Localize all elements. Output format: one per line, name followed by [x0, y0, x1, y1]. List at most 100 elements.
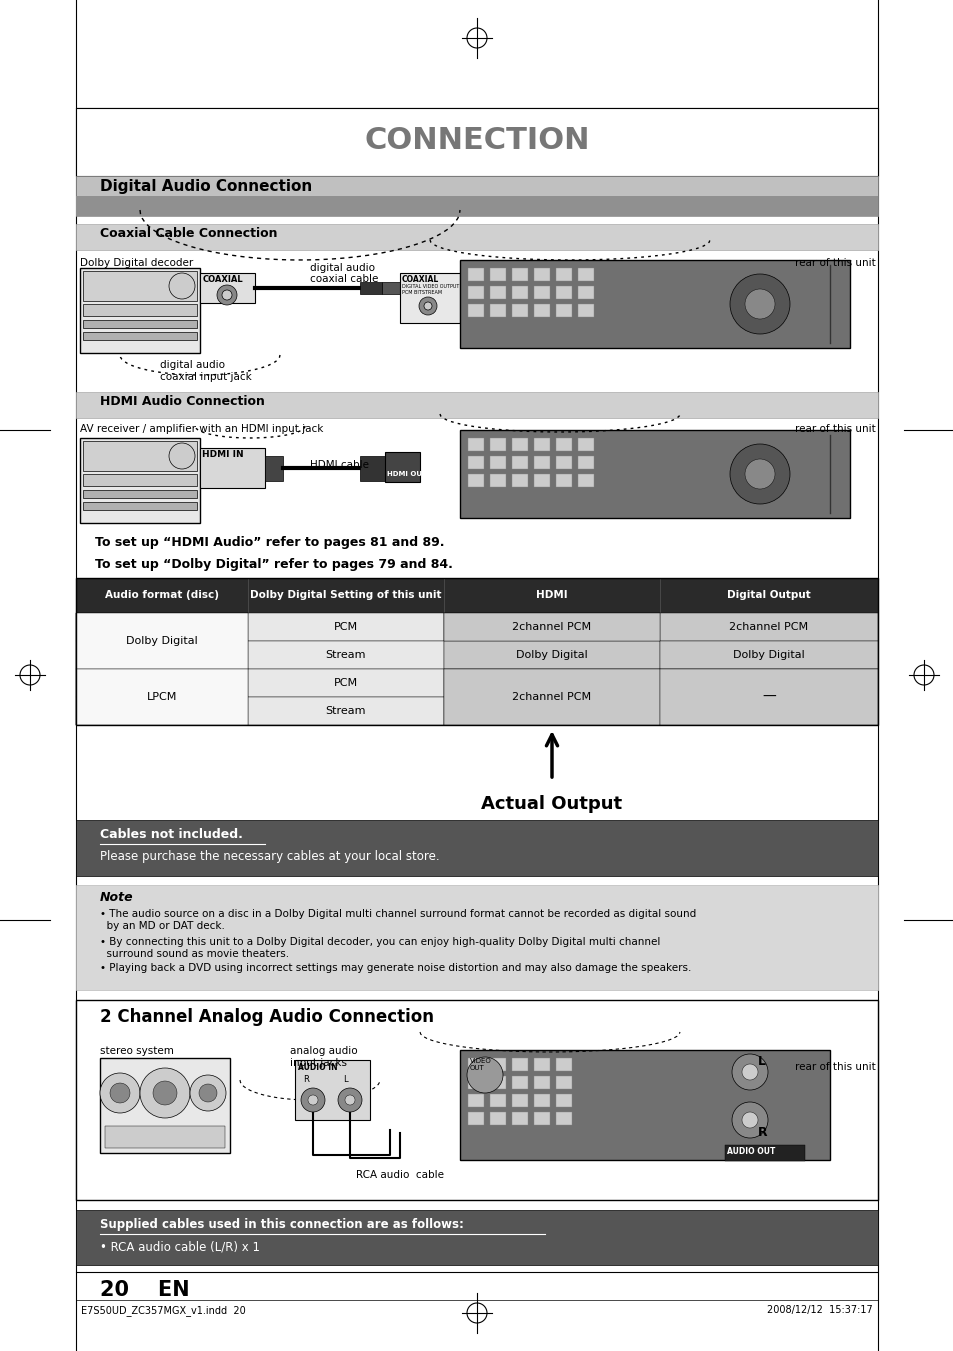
Bar	[490, 457, 505, 469]
Bar	[83, 503, 196, 509]
Text: RCA audio  cable: RCA audio cable	[355, 1170, 443, 1179]
Circle shape	[423, 303, 432, 309]
Bar	[248, 697, 443, 725]
Bar	[578, 474, 594, 486]
Bar	[534, 1094, 550, 1106]
Bar	[468, 286, 483, 299]
Circle shape	[190, 1075, 226, 1111]
Bar	[76, 176, 877, 216]
Text: Cables not included.: Cables not included.	[100, 828, 243, 842]
Text: Note: Note	[100, 892, 133, 904]
Text: HDMI cable: HDMI cable	[310, 459, 369, 470]
Text: R: R	[303, 1075, 309, 1084]
Bar	[468, 1094, 483, 1106]
Bar	[512, 438, 527, 451]
Bar	[578, 438, 594, 451]
Bar	[468, 267, 483, 281]
Bar	[200, 449, 265, 488]
Text: AUDIO IN: AUDIO IN	[297, 1063, 337, 1071]
Bar	[100, 1058, 230, 1152]
Bar	[83, 304, 196, 316]
Bar	[76, 640, 248, 669]
Bar	[578, 267, 594, 281]
Bar	[385, 453, 419, 482]
Bar	[490, 1112, 505, 1125]
Circle shape	[418, 297, 436, 315]
Bar	[534, 438, 550, 451]
Bar	[83, 320, 196, 328]
Text: Audio format (disc): Audio format (disc)	[105, 590, 219, 600]
Bar	[468, 304, 483, 317]
Circle shape	[467, 1056, 502, 1093]
Circle shape	[308, 1096, 317, 1105]
Text: HDMI OUT: HDMI OUT	[387, 471, 427, 477]
Text: CONNECTION: CONNECTION	[364, 126, 589, 155]
Bar	[83, 440, 196, 471]
Circle shape	[100, 1073, 140, 1113]
Bar	[459, 259, 849, 349]
Bar	[80, 267, 200, 353]
Bar	[556, 457, 572, 469]
Bar	[556, 1075, 572, 1089]
Bar	[490, 304, 505, 317]
Circle shape	[741, 1112, 758, 1128]
Bar	[248, 669, 443, 697]
Bar	[512, 286, 527, 299]
Text: LPCM: LPCM	[147, 692, 177, 703]
Text: Coaxial Cable Connection: Coaxial Cable Connection	[100, 227, 277, 240]
Bar	[534, 286, 550, 299]
Text: COAXIAL: COAXIAL	[203, 276, 243, 284]
Bar	[468, 457, 483, 469]
Bar	[468, 1112, 483, 1125]
Text: COAXIAL: COAXIAL	[401, 276, 438, 284]
Text: • By connecting this unit to a Dolby Digital decoder, you can enjoy high-quality: • By connecting this unit to a Dolby Dig…	[100, 938, 659, 959]
Bar	[578, 286, 594, 299]
Bar	[76, 1000, 877, 1200]
Bar	[512, 1075, 527, 1089]
Circle shape	[152, 1081, 177, 1105]
Text: Stream: Stream	[325, 707, 366, 716]
Bar	[459, 1050, 829, 1161]
Bar	[659, 669, 877, 725]
Bar	[490, 1075, 505, 1089]
Text: • Playing back a DVD using incorrect settings may generate noise distortion and : • Playing back a DVD using incorrect set…	[100, 963, 691, 973]
Text: Dolby Digital: Dolby Digital	[732, 650, 804, 661]
Bar	[512, 1112, 527, 1125]
Text: 2channel PCM: 2channel PCM	[512, 621, 591, 632]
Bar	[443, 640, 659, 669]
Text: AUDIO OUT: AUDIO OUT	[726, 1147, 775, 1156]
Bar	[534, 1112, 550, 1125]
Circle shape	[301, 1088, 325, 1112]
Bar	[556, 1094, 572, 1106]
Text: 2008/12/12  15:37:17: 2008/12/12 15:37:17	[766, 1305, 872, 1315]
Bar	[556, 1058, 572, 1071]
Circle shape	[199, 1084, 216, 1102]
Bar	[76, 613, 248, 669]
Text: —: —	[761, 690, 775, 704]
Text: PCM: PCM	[334, 621, 357, 632]
Bar	[80, 438, 200, 523]
Text: rear of this unit: rear of this unit	[795, 1062, 875, 1071]
Bar	[76, 669, 248, 725]
Bar	[105, 1125, 225, 1148]
Circle shape	[731, 1102, 767, 1138]
Circle shape	[222, 290, 232, 300]
Circle shape	[140, 1069, 190, 1119]
Bar	[76, 578, 877, 725]
Bar	[490, 286, 505, 299]
Text: coaxial cable: coaxial cable	[310, 274, 378, 284]
Bar	[359, 282, 381, 295]
Text: • The audio source on a disc in a Dolby Digital multi channel surround format ca: • The audio source on a disc in a Dolby …	[100, 909, 696, 931]
Bar	[468, 438, 483, 451]
Bar	[443, 697, 659, 725]
Bar	[468, 1075, 483, 1089]
Bar	[294, 1061, 370, 1120]
Bar	[659, 697, 877, 725]
Text: 20    EN: 20 EN	[100, 1279, 190, 1300]
Bar	[76, 108, 877, 176]
Text: digital audio: digital audio	[160, 359, 225, 370]
Bar	[83, 474, 196, 486]
Bar	[83, 490, 196, 499]
Bar	[512, 457, 527, 469]
Text: rear of this unit: rear of this unit	[795, 258, 875, 267]
